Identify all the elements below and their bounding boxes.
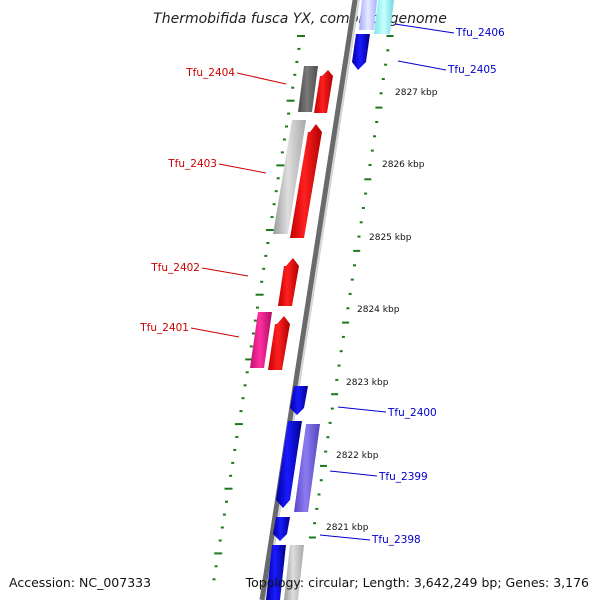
topology-text: Topology: circular; Length: 3,642,249 bp… (245, 575, 589, 590)
gene-tfu-2398[interactable] (273, 517, 290, 541)
scale-label-2825: 2825 kbp (369, 233, 412, 243)
label-tfu-2404[interactable]: Tfu_2404 (185, 67, 235, 79)
gene-tfu-2404-grey[interactable] (298, 66, 318, 112)
label-tfu-2399[interactable]: Tfu_2399 (378, 471, 428, 483)
label-tfu-2398[interactable]: Tfu_2398 (371, 534, 421, 546)
gene-bottom-grey[interactable] (284, 545, 304, 600)
forward-leader-lines (319, 23, 455, 541)
gene-tfu-2399[interactable] (276, 421, 302, 508)
label-tfu-2406[interactable]: Tfu_2406 (455, 27, 505, 39)
gene-tfu-2406[interactable] (374, 0, 394, 34)
scale-label-2826: 2826 kbp (382, 160, 425, 170)
inner-tick-ring (212, 35, 305, 581)
gene-tfu-2405[interactable] (352, 34, 370, 70)
scale-label-2822: 2822 kbp (336, 451, 379, 461)
gene-tfu-2406-lightblue[interactable] (359, 0, 377, 30)
scale-label-2824: 2824 kbp (357, 305, 400, 315)
scale-label-2827: 2827 kbp (395, 88, 438, 98)
label-tfu-2405[interactable]: Tfu_2405 (447, 64, 497, 76)
label-tfu-2402[interactable]: Tfu_2402 (150, 262, 200, 274)
label-tfu-2403[interactable]: Tfu_2403 (167, 158, 217, 170)
label-tfu-2400[interactable]: Tfu_2400 (387, 407, 437, 419)
gene-tfu-2399-purple[interactable] (294, 424, 320, 512)
gene-tfu-2403[interactable] (290, 124, 322, 238)
gene-tfu-2401[interactable] (268, 316, 290, 370)
accession-text: Accession: NC_007333 (9, 575, 151, 590)
forward-strand-genes (266, 0, 394, 600)
outer-tick-ring (308, 35, 394, 539)
gene-tfu-2402[interactable] (278, 258, 299, 306)
gene-tfu-2400[interactable] (290, 386, 308, 415)
label-tfu-2401[interactable]: Tfu_2401 (139, 322, 189, 334)
scale-label-2823: 2823 kbp (346, 378, 389, 388)
reverse-leader-lines (190, 72, 287, 338)
map-title: Thermobifida fusca YX, complete genome (153, 11, 447, 27)
reverse-strand-genes (250, 66, 333, 370)
gene-bottom-blue[interactable] (266, 545, 286, 600)
gene-tfu-2401-magenta[interactable] (250, 312, 272, 368)
gene-tfu-2403-grey[interactable] (273, 120, 306, 234)
scale-label-2821: 2821 kbp (326, 523, 369, 533)
gene-tfu-2404[interactable] (314, 70, 333, 113)
